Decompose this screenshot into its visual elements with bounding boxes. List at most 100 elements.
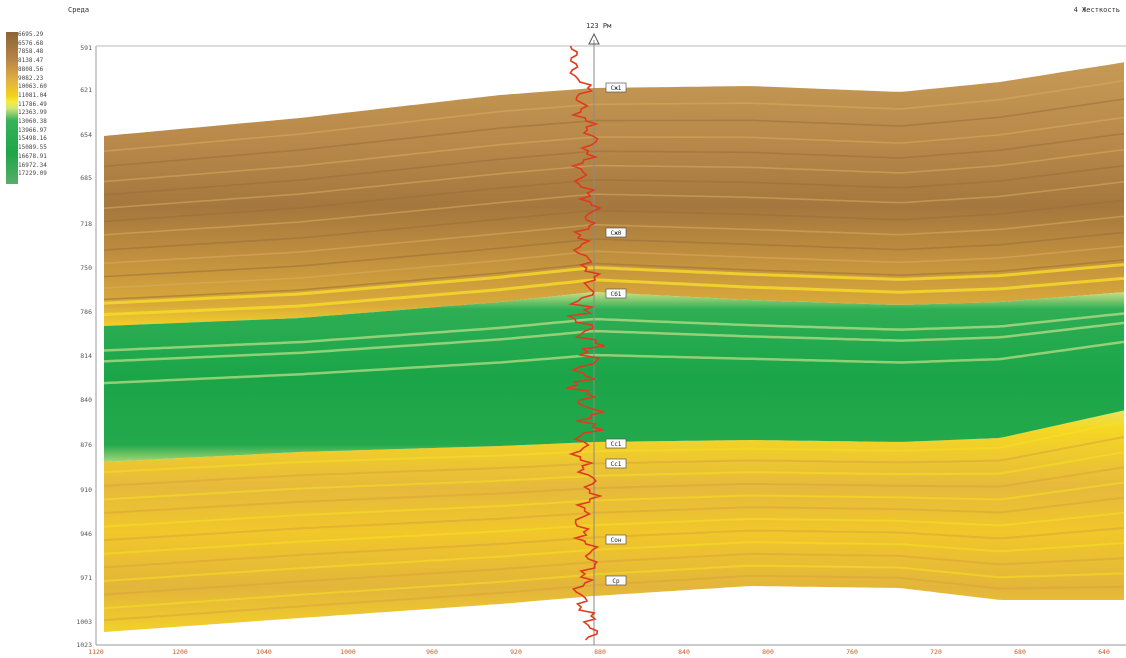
x-tick-label: 920 [510,648,522,656]
legend-label: 12363.99 [18,109,47,117]
horizon-marker-box [605,534,627,545]
horizon-marker[interactable]: Сж1 [605,82,627,93]
x-tick-label: 720 [930,648,942,656]
legend-label: 13966.97 [18,126,47,134]
y-tick-label: 718 [80,220,92,228]
y-tick-label: 971 [80,574,92,582]
layer-stripe [103,564,1125,610]
legend-label: 13060.38 [18,118,47,125]
y-axis-ticks: 591 621 654 685 718 750 786 814 840 876 910 946 971 1… [76,44,92,649]
horizon-marker[interactable]: Сс1 [605,458,627,469]
well-log-curve [565,45,606,641]
layer-stripe [103,263,1125,305]
x-tick-label: 880 [594,648,606,656]
horizon-marker[interactable]: Сон [605,534,627,545]
horizon-markers[interactable]: Сж1 Сж0 Сб1 Сс1 Сс1 Сон Ср [605,82,627,586]
green-reservoir-unit [104,292,1124,462]
y-tick-label: 876 [80,441,92,449]
y-tick-label: 840 [80,396,92,404]
horizon-marker[interactable]: Сж0 [605,227,627,238]
legend-label: 8138.47 [18,57,44,65]
horizon-marker-label: Ср [612,578,620,585]
y-tick-label: 1023 [76,641,92,649]
layer-stripe [103,552,1125,596]
x-tick-label: 840 [678,648,690,656]
layer-stripe [103,116,1125,183]
color-scale-legend: 6695.29 6576.68 7858.48 8138.47 8808.56 9082.… [6,32,70,184]
layer-stripe [103,259,1125,301]
horizon-marker-box [605,458,627,469]
layer-stripe [103,98,1125,168]
layer-stripe [103,451,1125,501]
x-tick-label: 1200 [172,648,188,656]
x-tick-label: 680 [1014,648,1026,656]
legend-color-bar [6,32,18,184]
panel-title-right[interactable]: 4 Жесткость [1073,6,1120,14]
y-tick-label: 1003 [76,618,92,626]
x-tick-label: 960 [426,648,438,656]
layer-stripe [103,132,1125,196]
legend-label: 6695.29 [18,31,44,38]
layer-stripe [103,466,1125,514]
layer-stripe [103,215,1125,265]
horizon-marker-label: Сж0 [611,230,622,237]
horizon-marker[interactable]: Сб1 [605,288,627,299]
y-tick-label: 946 [80,530,92,538]
horizon-marker-box [605,82,627,93]
legend-label: 17229.09 [18,170,47,178]
green-reservoir-band [104,292,1124,462]
layer-stripe [103,420,1125,474]
x-tick-label: 1040 [256,648,272,656]
horizon-marker-label: Сс1 [611,461,622,468]
y-tick-label: 591 [80,44,92,52]
legend-label: 11081.04 [18,91,47,99]
layer-stripe [103,496,1125,542]
legend-label: 16972.34 [18,161,47,169]
layer-stripe [103,245,1125,289]
horizon-marker-box [605,227,627,238]
layer-stripe [103,541,1125,582]
horizon-marker-box [605,575,627,586]
layer-stripe [103,181,1125,236]
layer-stripe [103,79,1125,152]
layer-stripe [103,199,1125,251]
layer-stripe [103,231,1125,278]
horizon-marker-label: Сс1 [611,441,622,448]
legend-label: 8808.56 [18,65,44,73]
legend-label: 15498.16 [18,135,47,143]
y-tick-label: 654 [80,131,92,139]
x-tick-label: 1000 [340,648,356,656]
y-tick-label: 786 [80,308,92,316]
well-track[interactable] [565,32,606,645]
horizon-marker-box [605,288,627,299]
layer-stripe [103,164,1125,223]
layer-stripe [103,312,1125,352]
x-tick-label: 1120 [88,648,104,656]
x-tick-label: 800 [762,648,774,656]
legend-label: 9082.23 [18,74,44,82]
panel-title-left: Среда [68,6,90,14]
legend-label: 10063.60 [18,83,47,91]
x-tick-label: 760 [846,648,858,656]
layer-stripe [103,340,1125,385]
y-tick-label: 910 [80,486,92,494]
plot-axes [95,45,1126,646]
y-tick-label: 750 [80,264,92,272]
horizon-marker-label: Сб1 [611,291,622,298]
horizon-marker-label: Сон [611,537,622,544]
layer-stripe [103,321,1125,363]
well-name-label: 123 Рм [586,22,612,30]
horizon-marker[interactable]: Сс1 [605,438,627,449]
legend-label: 11786.49 [18,100,47,108]
y-tick-label: 814 [80,352,92,360]
y-tick-label: 621 [80,86,92,94]
legend-label: 16678.91 [18,152,47,160]
layer-stripe [103,511,1125,555]
horizon-marker-label: Сж1 [611,85,622,92]
layer-stripe [103,481,1125,528]
well-head-icon [588,32,600,45]
x-axis-ticks: 1120 1200 1040 1000 960 920 880 840 800 760 720 680… [88,648,1110,656]
layer-stripe [103,148,1125,209]
horizon-marker[interactable]: Ср [605,575,627,586]
